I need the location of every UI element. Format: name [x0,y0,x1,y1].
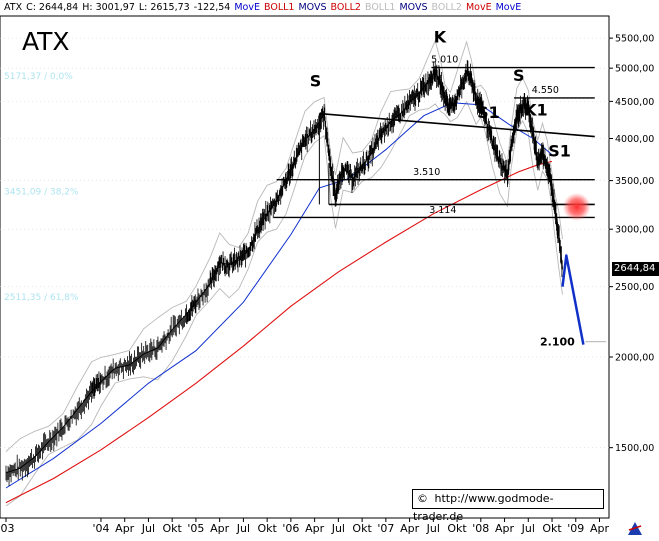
chart-tool-icon[interactable] [625,519,645,537]
moving-average-red [5,160,553,504]
chart-title: ATX [22,27,70,56]
pattern-label: S [310,71,322,90]
x-tick-label: Okt [352,522,372,535]
header-legend-item: BOLL1 [264,2,295,13]
level-label: 5.010 [431,55,458,66]
x-tick-label: Jul [521,522,535,535]
pattern-label: S [513,66,525,85]
pattern-label: S1 [548,141,571,160]
header-legend-item: BOLL1 [364,2,396,13]
header-legend-item: BOLL2 [431,2,462,13]
x-tick-label: '06 [282,522,299,535]
x-tick-label: '07 [377,522,394,535]
x-tick-label: Apr [400,522,420,535]
fib-labels-layer: 5171,37 / 0,0% 3451,09 / 38,2% 2511,35 / 6… [4,72,79,303]
x-tick-label: Apr [210,522,230,535]
y-tick-label: 5500,00 [615,34,654,45]
x-tick-label: Apr [305,522,325,535]
fib-level-label: 2511,35 / 61,8% [4,293,79,303]
y-tick-label: 2000,00 [615,352,654,363]
x-tick-label: Apr [590,522,610,535]
level-label: 4.550 [532,85,559,96]
x-axis: '03 '04 Apr Jul Okt '05 Apr Jul Okt '06 Apr Jul Okt '… [0,518,609,535]
price-line [5,69,563,474]
bollinger-layer [5,39,563,507]
pattern-label: S1 [477,103,500,122]
pattern-label: K [434,28,447,47]
x-tick-label: Apr [495,522,515,535]
bollinger-upper [5,39,563,452]
x-tick-label: Okt [447,522,467,535]
level-label: 3.510 [413,167,440,178]
target-marker-dot [562,192,591,221]
chart-header: ATX C: 2644,84 H: 3001,97 L: 2615,73 -122,54… [4,2,525,15]
watermark-url: http://www.godmode-trader.de [413,492,554,523]
y-tick-label: 4500,00 [615,97,654,108]
watermark-box: © http://www.godmode-trader.de [412,489,604,523]
y-axis: 1500,00 2000,00 2500,00 3000,00 3500,00 4000,… [609,34,654,454]
fib-level-label: 5171,37 / 0,0% [4,72,73,82]
x-tick-label: '05 [187,522,204,535]
y-tick-label: 3500,00 [615,176,654,187]
target-label: 2.100 [540,336,575,349]
x-tick-label: Okt [163,522,183,535]
x-tick-label: Okt [542,522,562,535]
x-tick-label: Okt [257,522,277,535]
pattern-labels-layer: S K S S1 K1 S1 5.010 4.550 3.510 3.114 [310,28,571,216]
copyright-icon: © [417,492,428,505]
x-tick-label: Jul [141,522,155,535]
header-legend-item: ATX [4,2,23,13]
x-tick-label: Apr [115,522,135,535]
bollinger-lower [5,100,563,507]
header-legend-item: MOVS [298,2,327,13]
header-legend-item: BOLL2 [330,2,361,13]
header-legend-item: MOVS [399,2,428,13]
neckline [319,112,595,138]
x-tick-label: '03 [0,522,15,535]
header-legend-item: -122,54 [193,2,231,13]
projection-layer: 2.100 [540,192,607,349]
x-tick-label: Jul [236,522,250,535]
x-tick-label: '08 [472,522,489,535]
y-tick-label: 4000,00 [615,134,654,145]
plot-frame [0,15,610,519]
level-label: 3.114 [429,205,456,216]
header-legend-item: C: 2644,84 [26,2,79,13]
x-tick-label: Jul [331,522,345,535]
header-legend-item: MovE [495,2,522,13]
x-tick-label: Jul [426,522,440,535]
trendline-layer [273,66,595,219]
header-legend-item: MovE [234,2,260,13]
header-legend-item: L: 2615,73 [138,2,190,13]
y-tick-label: 5000,00 [615,64,654,75]
header-legend-item: MovE [465,2,492,13]
x-tick-label: '09 [567,522,584,535]
y-tick-label: 1500,00 [615,443,654,454]
pattern-label: K1 [524,101,548,120]
y-tick-label: 2500,00 [615,282,654,293]
last-price-badge: 2644,84 [612,262,659,276]
fib-level-label: 3451,09 / 38,2% [4,188,79,198]
x-tick-label: '04 [92,522,109,535]
projection-path [561,254,585,345]
y-tick-label: 3000,00 [615,225,654,236]
header-legend-item: H: 3001,97 [82,2,135,13]
